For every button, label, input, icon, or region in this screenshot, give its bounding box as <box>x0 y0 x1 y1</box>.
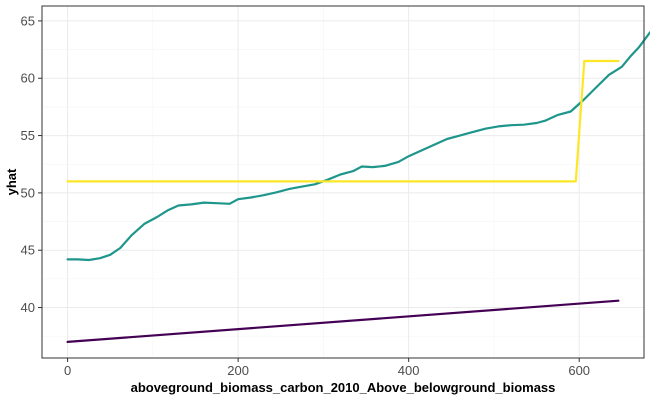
y-tick-label: 60 <box>21 71 35 86</box>
x-axis: 0 200 400 600 <box>64 358 590 378</box>
series-line-3 <box>66 299 620 343</box>
y-tick-label: 40 <box>21 300 35 315</box>
series-layer <box>66 30 650 343</box>
y-axis: 40 45 50 55 60 65 <box>21 13 42 315</box>
x-tick-label: 0 <box>64 363 71 378</box>
series-line-1 <box>66 30 650 262</box>
series-line-2 <box>66 59 620 183</box>
x-tick-label: 400 <box>398 363 420 378</box>
y-tick-label: 55 <box>21 128 35 143</box>
y-tick-label: 65 <box>21 13 35 28</box>
panel-border <box>41 5 645 359</box>
y-tick-label: 45 <box>21 243 35 258</box>
x-tick-label: 200 <box>227 363 249 378</box>
x-axis-title: aboveground_biomass_carbon_2010_Above_be… <box>131 380 556 395</box>
y-axis-title: yhat <box>4 168 19 195</box>
x-tick-label: 600 <box>568 363 590 378</box>
y-tick-label: 50 <box>21 185 35 200</box>
